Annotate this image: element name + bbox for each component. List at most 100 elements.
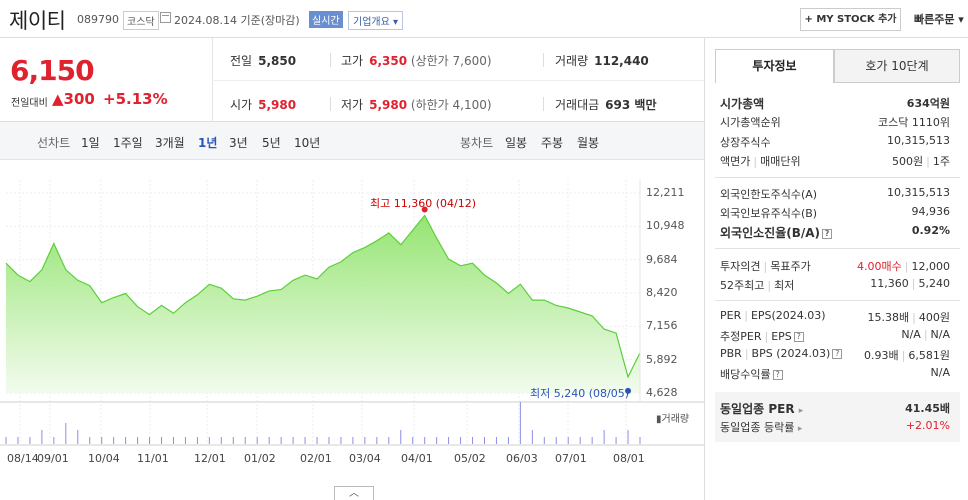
x-tick-label: 10/04: [88, 452, 120, 465]
y-tick-label: 8,420: [646, 286, 678, 299]
price-line: [5, 214, 641, 379]
volume-legend: ▮거래량: [656, 414, 690, 425]
separator: [330, 53, 331, 67]
price-change-pct: +5.13%: [103, 90, 168, 108]
volume-bar: [340, 437, 342, 444]
info-tabs: 투자정보 호가 10단계: [715, 49, 960, 83]
help-icon[interactable]: ?: [822, 229, 833, 239]
period-1y[interactable]: 1년: [198, 136, 218, 150]
volume-bar: [543, 437, 545, 444]
volume-bar: [328, 437, 330, 444]
volume-bar: [436, 437, 438, 444]
divider: [715, 300, 960, 301]
prev-close: 전일 5,850: [230, 54, 297, 68]
period-1w[interactable]: 1주일: [113, 136, 143, 150]
volume-bar: [17, 437, 19, 444]
high-price: 고가 6,350 (상한가 7,600): [341, 54, 492, 68]
tab-hoga[interactable]: 호가 10단계: [834, 49, 960, 83]
x-tick-label: 11/01: [137, 452, 169, 465]
volume-bar: [531, 430, 533, 444]
volume-bar: [603, 430, 605, 444]
stock-header: 제이티 089790 코스닥 2024.08.14 기준(장마감) 실시간 기업…: [0, 0, 968, 38]
y-tick-label: 7,156: [646, 319, 678, 333]
period-1d[interactable]: 1일: [81, 136, 100, 150]
volume-bar: [184, 437, 186, 444]
help-icon[interactable]: ?: [793, 332, 804, 342]
volume-bar: [149, 437, 151, 444]
x-tick-label: 04/01: [401, 452, 433, 465]
divider: [715, 248, 960, 249]
collapse-chart-button[interactable]: ︿: [334, 486, 374, 500]
volume-bar: [400, 430, 402, 444]
x-tick-label: 12/01: [194, 452, 226, 465]
candle-monthly[interactable]: 월봉: [577, 136, 600, 150]
volume-bar: [77, 430, 79, 444]
volume: 거래량 112,440: [555, 54, 649, 68]
period-5y[interactable]: 5년: [262, 136, 281, 150]
stock-name: 제이티: [9, 9, 66, 33]
period-10y[interactable]: 10년: [294, 136, 321, 150]
volume-bar: [448, 437, 450, 444]
period-3m[interactable]: 3개월: [155, 136, 185, 150]
volume-bar: [208, 437, 210, 444]
price-change: ▲300: [52, 90, 95, 108]
candle-chart-label: 봉차트: [460, 136, 494, 150]
volume-bar: [53, 437, 55, 444]
volume-bar: [101, 437, 103, 444]
invest-info-panel: 투자정보 호가 10단계 시가총액 634억원 시가총액순위 코스닥 1110위…: [704, 38, 968, 500]
low-annotation: 최저 5,240 (08/05): [530, 387, 630, 400]
volume-bar: [316, 437, 318, 444]
volume-bar: [483, 437, 485, 444]
volume-bar: [615, 437, 617, 444]
volume-bar: [113, 437, 115, 444]
tab-invest-info[interactable]: 투자정보: [715, 49, 834, 83]
price-area: [6, 215, 640, 393]
volume-bar: [196, 437, 198, 444]
candle-weekly[interactable]: 주봉: [541, 136, 564, 150]
y-tick-label: 4,628: [646, 386, 678, 399]
x-tick-label: 08/14: [7, 452, 39, 465]
volume-bar: [41, 430, 43, 444]
price-chart-svg: [0, 180, 704, 446]
help-icon[interactable]: ?: [832, 349, 843, 359]
add-mystock-button[interactable]: + MY STOCK 추가: [800, 8, 901, 31]
y-tick-label: 10,948: [646, 219, 685, 233]
low-price: 저가 5,980 (하한가 4,100): [341, 98, 492, 112]
corp-info-dropdown[interactable]: 기업개요 ▾: [348, 11, 403, 30]
volume-bar: [172, 437, 174, 444]
volume-bar: [65, 423, 67, 444]
period-3y[interactable]: 3년: [229, 136, 248, 150]
compare-label: 전일대비: [11, 98, 48, 109]
volume-bar: [125, 437, 127, 444]
low-point: [625, 387, 632, 394]
price-chart[interactable]: 12,211 10,948 9,684 8,420 7,156 5,892 4,628 08…: [0, 160, 704, 500]
line-chart-label: 선차트: [37, 136, 71, 150]
volume-bar: [388, 437, 390, 444]
volume-bar: [412, 437, 414, 444]
volume-bar: [244, 437, 246, 444]
base-date: 2024.08.14 기준(장마감): [174, 14, 300, 27]
help-icon[interactable]: ?: [772, 370, 783, 380]
volume-bar: [555, 437, 557, 444]
calendar-icon: [160, 12, 171, 23]
current-price: 6,150: [10, 54, 95, 87]
candle-daily[interactable]: 일봉: [505, 136, 528, 150]
volume-bar: [232, 437, 234, 444]
quick-order-dropdown[interactable]: 빠른주문 ▾: [914, 13, 964, 26]
volume-bar: [29, 437, 31, 444]
volume-bar: [352, 437, 354, 444]
volume-bar: [292, 437, 294, 444]
volume-bar: [472, 437, 474, 444]
y-tick-label: 12,211: [646, 186, 685, 199]
x-tick-label: 07/01: [555, 452, 587, 465]
quote-panel: 6,150 전일대비 ▲300 +5.13% 전일 5,850 고가 6,350 (…: [0, 38, 704, 122]
separator: [330, 97, 331, 111]
volume-bar: [220, 437, 222, 444]
volume-bar: [495, 437, 497, 444]
volume-bar: [137, 437, 139, 444]
volume-bar: [161, 437, 163, 444]
volume-bar: [639, 437, 641, 444]
sector-box: [715, 392, 960, 442]
volume-bar: [507, 437, 509, 444]
realtime-badge[interactable]: 실시간: [309, 11, 343, 28]
